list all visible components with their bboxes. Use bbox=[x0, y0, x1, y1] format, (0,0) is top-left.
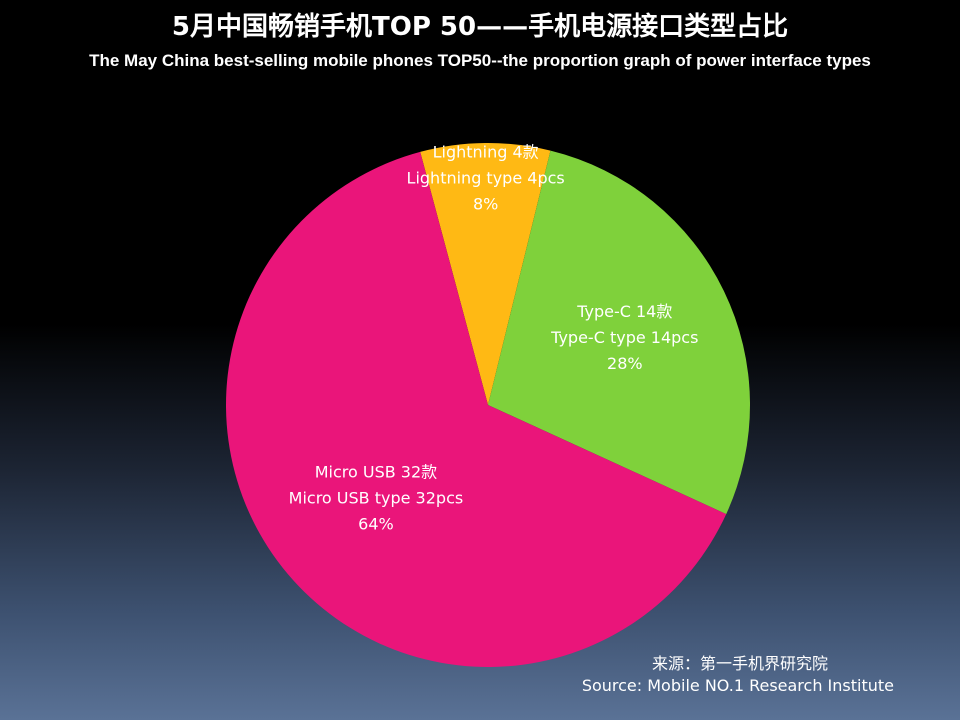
source-en: Source: Mobile NO.1 Research Institute bbox=[581, 676, 894, 695]
chart-title: 5月中国畅销手机TOP 50——手机电源接口类型占比 bbox=[171, 12, 789, 42]
pie-labels: Lightning 4款 Lightning type 4pcs 8% Type-C … bbox=[289, 143, 699, 534]
slice-label-cn-lightning: Lightning 4款 bbox=[433, 143, 539, 162]
slice-label-en-micro-usb: Micro USB type 32pcs bbox=[289, 489, 464, 508]
pie-slice-lightning bbox=[420, 143, 551, 405]
slice-label-cn-type-c: Type-C 14款 bbox=[576, 302, 672, 321]
chart-subtitle: The May China best-selling mobile phones… bbox=[89, 51, 871, 70]
pie-slice-micro-usb bbox=[225, 151, 727, 668]
slice-percent-label-type-c: 28% bbox=[607, 354, 643, 373]
pie-slice-type-c bbox=[488, 150, 750, 515]
slice-label-cn-micro-usb: Micro USB 32款 bbox=[315, 463, 437, 482]
slice-label-lightning: Lightning 4款 Lightning type 4pcs 8% bbox=[407, 143, 565, 214]
pie-slices bbox=[225, 143, 750, 668]
slice-percent-label-lightning: 8% bbox=[473, 195, 498, 214]
slice-percent-label-micro-usb: 64% bbox=[358, 515, 394, 534]
slice-label-type-c: Type-C 14款 Type-C type 14pcs 28% bbox=[550, 302, 698, 373]
slice-label-en-lightning: Lightning type 4pcs bbox=[407, 169, 565, 188]
source-cn: 来源：第一手机界研究院 bbox=[651, 654, 828, 673]
slice-label-micro-usb: Micro USB 32款 Micro USB type 32pcs 64% bbox=[289, 463, 464, 534]
slice-label-en-type-c: Type-C type 14pcs bbox=[550, 328, 698, 347]
